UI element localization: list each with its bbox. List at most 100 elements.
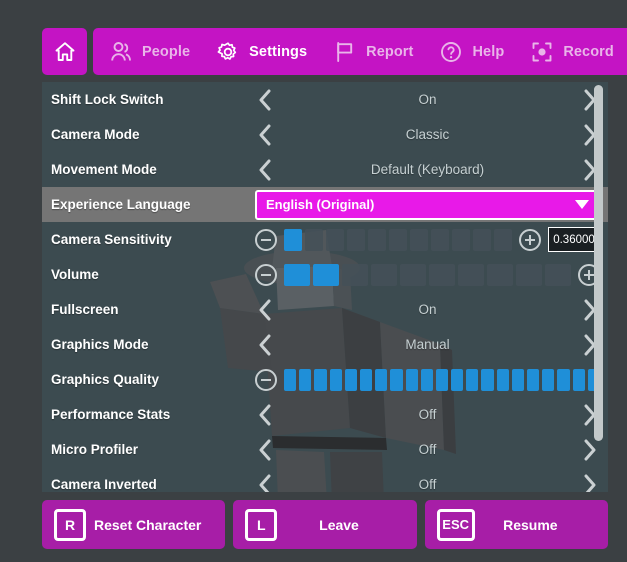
slider-segments[interactable] — [284, 263, 571, 286]
people-icon — [111, 41, 131, 61]
settings-row[interactable]: Graphics Mode Manual — [42, 327, 608, 362]
nav-item-report[interactable]: Report — [333, 28, 439, 75]
row-control: Off — [255, 467, 600, 492]
row-control — [255, 257, 600, 292]
nav-label-people: People — [142, 43, 191, 60]
minus-button[interactable] — [255, 228, 277, 251]
settings-row[interactable]: Movement Mode Default (Keyboard) — [42, 152, 608, 187]
slider-segments[interactable] — [284, 228, 512, 251]
scrollbar-thumb[interactable] — [594, 85, 603, 441]
row-label: Experience Language — [51, 197, 191, 212]
arrow-selector: Default (Keyboard) — [255, 152, 600, 187]
nav-item-help[interactable]: Help — [439, 28, 530, 75]
plus-button[interactable] — [519, 228, 541, 251]
arrow-selector: Off — [255, 397, 600, 432]
chevron-right-icon[interactable] — [580, 438, 600, 462]
settings-row-selected[interactable]: Experience Language English (Original) — [42, 187, 608, 222]
nav-label-help: Help — [472, 43, 505, 60]
leave-label: Leave — [319, 516, 359, 533]
resume-label: Resume — [503, 516, 558, 533]
row-control: Off — [255, 397, 600, 432]
nav-label-settings: Settings — [249, 43, 308, 60]
row-control: On — [255, 292, 600, 327]
volume-slider — [255, 257, 600, 292]
key-badge-esc: ESC — [436, 508, 475, 541]
settings-row[interactable]: Micro Profiler Off — [42, 432, 608, 467]
settings-row[interactable]: Volume — [42, 257, 608, 292]
nav-item-settings[interactable]: Settings — [216, 28, 333, 75]
nav-item-people[interactable]: People — [109, 28, 216, 75]
reset-character-button[interactable]: R Reset Character — [42, 500, 226, 549]
row-label: Camera Sensitivity — [51, 232, 172, 247]
nav-item-record[interactable]: Record — [530, 28, 627, 75]
chevron-left-icon[interactable] — [255, 88, 275, 112]
row-value: Off — [418, 442, 437, 457]
row-value: On — [418, 92, 437, 107]
resume-button[interactable]: ESC Resume — [424, 500, 608, 549]
row-label: Graphics Quality — [51, 372, 160, 387]
arrow-selector: Classic — [255, 117, 600, 152]
arrow-selector: Off — [255, 432, 600, 467]
chevron-left-icon[interactable] — [255, 298, 275, 322]
leave-button[interactable]: L Leave — [233, 500, 417, 549]
row-value: Classic — [405, 127, 450, 142]
home-icon — [55, 41, 74, 61]
settings-row[interactable]: Camera Sensitivity 0.36000 — [42, 222, 608, 257]
row-label: Fullscreen — [51, 302, 119, 317]
minus-button[interactable] — [255, 368, 277, 391]
question-icon — [441, 41, 462, 62]
dropdown-value: English (Original) — [266, 197, 375, 212]
top-navigation-bar: People Settings Report — [42, 28, 627, 75]
reset-character-label: Reset Character — [93, 516, 202, 533]
chevron-left-icon[interactable] — [255, 403, 275, 427]
row-label: Camera Inverted — [51, 477, 157, 492]
arrow-selector: On — [255, 82, 600, 117]
row-control: 0.36000 — [255, 222, 600, 257]
row-control: On — [255, 82, 600, 117]
row-control: Off — [255, 432, 600, 467]
chevron-left-icon[interactable] — [255, 473, 275, 493]
settings-rows-list: Shift Lock Switch On Camera Mode Classic — [42, 82, 608, 492]
language-dropdown[interactable]: English (Original) — [255, 189, 600, 220]
row-label: Shift Lock Switch — [51, 92, 164, 107]
row-control: Classic — [255, 117, 600, 152]
flag-icon — [337, 41, 353, 62]
slider-segments[interactable] — [284, 368, 600, 391]
settings-row[interactable]: Graphics Quality — [42, 362, 608, 397]
home-button[interactable] — [42, 28, 87, 75]
settings-row[interactable]: Fullscreen On — [42, 292, 608, 327]
record-icon — [532, 42, 552, 61]
settings-panel: Shift Lock Switch On Camera Mode Classic — [42, 82, 608, 492]
arrow-selector: Manual — [255, 327, 600, 362]
chevron-left-icon[interactable] — [255, 333, 275, 357]
minus-button[interactable] — [255, 263, 277, 286]
graphics-quality-slider — [255, 362, 600, 397]
chevron-right-icon[interactable] — [580, 473, 600, 493]
row-label: Volume — [51, 267, 99, 282]
settings-row[interactable]: Camera Mode Classic — [42, 117, 608, 152]
sensitivity-value-box[interactable]: 0.36000 — [548, 227, 600, 252]
row-label: Camera Mode — [51, 127, 140, 142]
key-badge-r: R — [54, 508, 86, 541]
arrow-selector: Off — [255, 467, 600, 492]
row-control — [255, 362, 600, 397]
chevron-down-icon — [575, 200, 589, 209]
scrollbar-track[interactable] — [594, 85, 603, 489]
chevron-left-icon[interactable] — [255, 123, 275, 147]
settings-row[interactable]: Performance Stats Off — [42, 397, 608, 432]
row-value: Off — [418, 477, 437, 492]
nav-label-report: Report — [366, 43, 414, 60]
settings-row[interactable]: Camera Inverted Off — [42, 467, 608, 492]
chevron-left-icon[interactable] — [255, 438, 275, 462]
row-value: Manual — [405, 337, 450, 352]
bottom-action-bar: R Reset Character L Leave ESC Resume — [42, 500, 608, 549]
settings-row[interactable]: Shift Lock Switch On — [42, 82, 608, 117]
row-label: Movement Mode — [51, 162, 157, 177]
chevron-left-icon[interactable] — [255, 158, 275, 182]
row-value: Default (Keyboard) — [370, 162, 485, 177]
nav-label-record: Record — [563, 43, 614, 60]
row-control: Default (Keyboard) — [255, 152, 600, 187]
row-control: Manual — [255, 327, 600, 362]
row-value: On — [418, 302, 437, 317]
